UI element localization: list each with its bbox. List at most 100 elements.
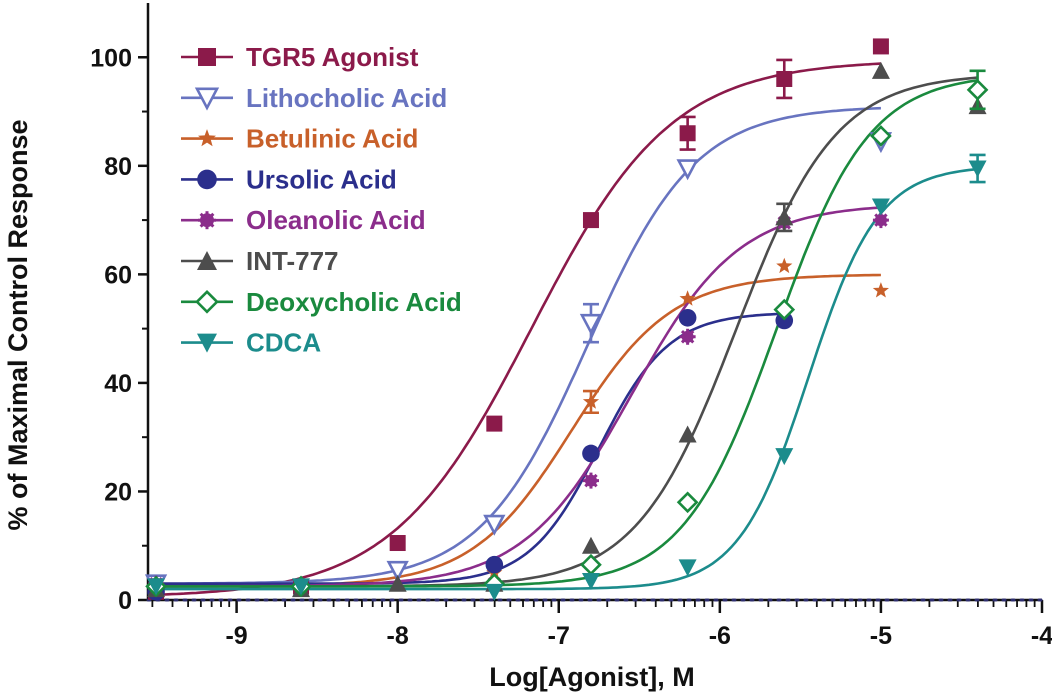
data-point [872, 38, 889, 55]
data-points [144, 38, 989, 601]
legend-marker [197, 251, 217, 270]
legend-label: Betulinic Acid [246, 124, 418, 154]
marker-triangle [388, 574, 407, 592]
data-point [582, 444, 600, 463]
marker-diamond-open [773, 298, 796, 321]
legend-marker [194, 87, 220, 111]
marker-circle [485, 555, 504, 574]
legend-marker [197, 169, 217, 190]
marker-square [198, 48, 216, 66]
marker-square [486, 415, 503, 432]
y-tick-label: 40 [104, 370, 132, 398]
data-point [582, 472, 599, 489]
data-point [147, 578, 166, 596]
marker-diamond-open [676, 491, 699, 514]
x-tick-label: -8 [387, 622, 409, 650]
x-tick-label: -6 [709, 622, 731, 650]
data-point [775, 448, 794, 466]
fit-curve-2 [156, 273, 881, 588]
marker-star [198, 129, 216, 147]
marker-triangle-down-open [483, 514, 506, 536]
marker-triangle [871, 61, 890, 79]
marker-triangle-down [147, 578, 166, 596]
legend-marker [195, 289, 219, 314]
data-point [678, 308, 697, 327]
data-point [582, 212, 599, 229]
marker-asterisk-ray [680, 330, 695, 344]
marker-triangle-down [581, 573, 600, 591]
marker-diamond-open [870, 125, 892, 147]
legend-label: Deoxycholic Acid [246, 287, 462, 317]
data-point [679, 290, 696, 306]
legend-marker [197, 333, 217, 353]
legend-label: INT-777 [246, 246, 339, 276]
legend-marker [198, 48, 216, 66]
data-point [679, 328, 696, 345]
marker-triangle-down-open [194, 87, 220, 111]
y-tick-label: 0 [118, 587, 132, 615]
legend-item: Lithocholic Acid [181, 83, 447, 113]
data-point [389, 535, 406, 552]
marker-diamond-open [966, 78, 989, 101]
marker-triangle-down-open [386, 560, 409, 582]
data-point [485, 583, 504, 601]
data-point [775, 311, 794, 330]
legend-item: Betulinic Acid [181, 124, 418, 154]
marker-triangle-down [678, 559, 697, 577]
legend-item: INT-777 [181, 246, 339, 276]
marker-triangle-down [775, 448, 794, 466]
x-tick-label: -7 [548, 622, 570, 650]
legend-label: Oleanolic Acid [246, 205, 426, 235]
marker-star [679, 290, 696, 306]
data-point [388, 574, 407, 592]
marker-square [679, 125, 696, 142]
marker-triangle-down [968, 160, 987, 178]
data-point [678, 559, 697, 577]
data-point [485, 555, 504, 574]
marker-circle [582, 444, 600, 463]
marker-circle [197, 169, 217, 190]
legend-label: Lithocholic Acid [246, 83, 447, 113]
y-tick-label: 100 [90, 44, 132, 72]
data-point [775, 208, 794, 226]
legend-label: Ursolic Acid [246, 164, 397, 194]
marker-asterisk-ray [874, 213, 888, 227]
data-point [776, 70, 793, 87]
data-point [966, 78, 989, 101]
marker-triangle-down [292, 578, 311, 596]
legend: TGR5 Agonist Lithocholic Acid Betulinic Ac… [181, 42, 462, 358]
marker-square [776, 70, 793, 87]
data-point [581, 536, 600, 554]
fit-curve-3 [156, 312, 785, 585]
axes: 0 20 40 60 80 100 -9 -8 -7 -6 -5 -4 [90, 3, 1052, 650]
marker-square [389, 535, 406, 552]
x-tick-label: -9 [225, 622, 247, 650]
y-tick-label: 80 [104, 153, 132, 181]
marker-diamond-open [580, 553, 602, 576]
data-point [871, 198, 890, 216]
marker-square [872, 38, 889, 55]
data-point [870, 125, 892, 147]
data-point [678, 425, 697, 443]
legend-marker [198, 211, 216, 230]
legend-marker [198, 129, 216, 147]
marker-circle [775, 311, 794, 330]
data-point [581, 573, 600, 591]
marker-triangle-down [197, 333, 217, 353]
marker-triangle-down-open [676, 159, 699, 181]
data-point [872, 282, 889, 298]
y-tick-label: 20 [104, 478, 132, 506]
marker-asterisk-ray [199, 212, 215, 228]
marker-square [582, 212, 599, 229]
legend-item: Deoxycholic Acid [181, 287, 462, 317]
legend-item: Oleanolic Acid [181, 205, 426, 235]
x-tick-label: -5 [870, 622, 892, 650]
data-point [486, 415, 503, 432]
data-point [679, 125, 696, 142]
data-point [871, 61, 890, 79]
data-point [386, 560, 409, 582]
marker-circle [678, 308, 697, 327]
data-point [776, 257, 793, 274]
marker-triangle [678, 425, 697, 443]
